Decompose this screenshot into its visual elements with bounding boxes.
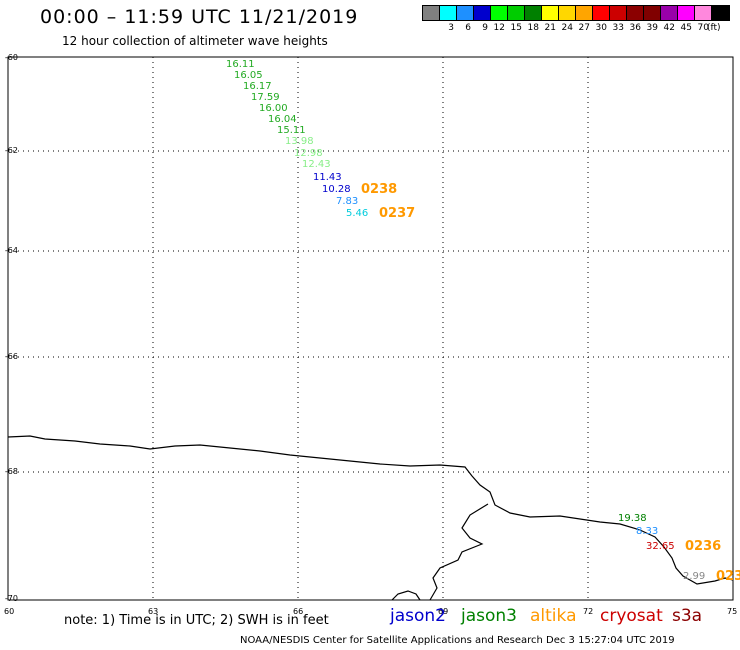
- legend-swatch: [423, 6, 440, 20]
- map-title: 00:00 – 11:59 UTC 11/21/2019: [40, 6, 359, 28]
- wave-height-label: 10.28: [322, 184, 351, 195]
- wave-height-label: 5.46: [346, 208, 369, 219]
- footer-credit: NOAA/NESDIS Center for Satellite Applica…: [240, 635, 675, 646]
- color-legend: [422, 5, 730, 21]
- legend-tick-label: 42: [663, 23, 675, 33]
- lon-label: 60: [4, 607, 15, 616]
- map-subtitle: 12 hour collection of altimeter wave hei…: [62, 34, 328, 48]
- legend-tick-label: 12: [493, 23, 505, 33]
- legend-swatch: [644, 6, 661, 20]
- legend-tick-label: 33: [612, 23, 624, 33]
- inlet-coastline: [429, 503, 489, 601]
- wave-height-label: 16.05: [234, 70, 263, 81]
- legend-tick-label: 36: [629, 23, 641, 33]
- wave-height-label: 16.17: [243, 81, 272, 92]
- lat-label: -68: [4, 467, 18, 476]
- wave-height-label: 19.38: [618, 513, 647, 524]
- lat-label: -60: [4, 53, 18, 62]
- lat-label: -70: [4, 594, 18, 603]
- pass-number-label: 023: [716, 569, 740, 584]
- pass-number-label: 0236: [685, 539, 722, 554]
- legend-unit: (ft): [707, 23, 721, 33]
- legend-swatch: [559, 6, 576, 20]
- lat-label: -62: [4, 146, 18, 155]
- lon-label: 75: [727, 607, 738, 616]
- legend-swatch: [593, 6, 610, 20]
- lon-label: 69: [438, 607, 449, 616]
- wave-height-label: 16.00: [259, 103, 288, 114]
- pass-number-label: 0237: [379, 206, 416, 221]
- legend-tick-label: 27: [578, 23, 590, 33]
- legend-swatch: [678, 6, 695, 20]
- legend-swatch: [440, 6, 457, 20]
- legend-swatch: [695, 6, 712, 20]
- legend-tick-label: 6: [465, 23, 471, 33]
- lat-gridlines: [8, 150, 733, 473]
- wave-height-label: 32.65: [646, 541, 675, 552]
- legend-tick-label: 21: [544, 23, 556, 33]
- legend-tick-label: 18: [527, 23, 539, 33]
- satellite-label-cryosat: cryosat: [600, 606, 663, 626]
- legend-swatch: [610, 6, 627, 20]
- lon-label: 72: [583, 607, 594, 616]
- legend-tick-label: 45: [680, 23, 692, 33]
- legend-swatch: [627, 6, 644, 20]
- lat-label: -66: [4, 352, 18, 361]
- pass-number-label: 0238: [361, 182, 398, 197]
- satellite-label-jason3: jason3: [461, 606, 517, 626]
- legend-swatch: [491, 6, 508, 20]
- legend-swatch: [576, 6, 593, 20]
- lon-label: 63: [148, 607, 159, 616]
- wave-height-label: 13.98: [285, 136, 314, 147]
- satellite-label-jason2: jason2: [390, 606, 446, 626]
- legend-tick-label: 70: [697, 23, 709, 33]
- note-text: note: 1) Time is in UTC; 2) SWH is in fe…: [64, 613, 329, 628]
- legend-swatch: [661, 6, 678, 20]
- legend-tick-label: 9: [482, 23, 488, 33]
- wave-height-label: 12.43: [302, 159, 331, 170]
- wave-height-label: 16.11: [226, 59, 255, 70]
- legend-tick-label: 3: [448, 23, 454, 33]
- wave-height-label: 12.98: [294, 148, 323, 159]
- legend-tick-label: 30: [595, 23, 607, 33]
- wave-height-label: 2.99: [683, 571, 706, 582]
- lon-label: 66: [293, 607, 304, 616]
- wave-height-label: 11.43: [313, 172, 342, 183]
- wave-height-label: 15.11: [277, 125, 306, 136]
- lat-label: -64: [4, 246, 18, 255]
- wave-height-label: 7.83: [336, 196, 359, 207]
- satellite-label-s3a: s3a: [672, 606, 703, 626]
- island-coastline: [391, 590, 421, 601]
- map-frame: [7, 56, 734, 601]
- wave-height-label: 16.04: [268, 114, 297, 125]
- legend-tick-label: 24: [561, 23, 573, 33]
- legend-swatch: [474, 6, 491, 20]
- lon-gridlines: [152, 57, 589, 600]
- legend-tick-label: 15: [510, 23, 522, 33]
- wave-height-label: 17.59: [251, 92, 280, 103]
- legend-swatch: [525, 6, 542, 20]
- legend-tick-label: 39: [646, 23, 658, 33]
- legend-swatch: [508, 6, 525, 20]
- antarctic-coastline: [7, 435, 734, 585]
- legend-swatch: [712, 6, 729, 20]
- legend-swatch: [457, 6, 474, 20]
- satellite-label-altika: altika: [530, 606, 577, 626]
- wave-height-label: 8.33: [636, 526, 659, 537]
- legend-swatch: [542, 6, 559, 20]
